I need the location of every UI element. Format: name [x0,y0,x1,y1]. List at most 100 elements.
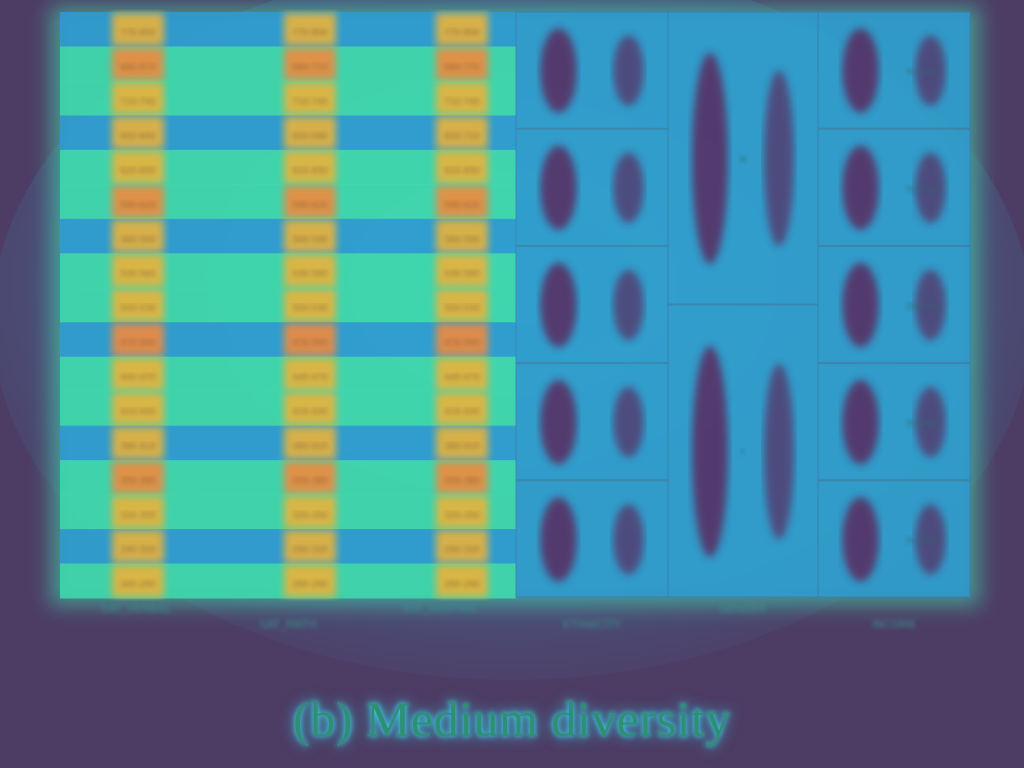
cell-value: 410-440 [444,408,480,418]
cell-value: 650-710 [444,132,480,142]
category-value: Bucket [907,68,938,78]
heatmap-hot-band [112,150,164,184]
cell-value: 260-290 [292,580,328,590]
cell-value: 770-800 [444,28,480,38]
heatmap-hot-band [284,116,336,149]
category-cell [817,363,971,481]
heatmap-hot-band [436,47,488,80]
heatmap-hot-band [112,392,164,425]
cell-value: 440-470 [444,373,480,383]
category-blotch [842,262,879,348]
heatmap-hot-band [284,461,336,494]
heatmap-hot-band [112,495,164,529]
axis-label-income: INCOME [872,618,916,631]
axis-label-sat_math: SAT_MATH [259,618,316,631]
cell-value: 530-560 [120,270,156,280]
heatmap-hot-band [436,150,488,184]
category-blotch [915,35,946,106]
heatmap-cells [60,11,971,599]
cell-value: 500-530 [292,304,328,314]
heatmap-hot-band [436,426,488,460]
cell-value: 530-560 [444,270,480,280]
cell-value: 350-380 [120,477,156,487]
heatmap-hot-band [112,530,164,563]
cell-value: 560-590 [444,235,480,245]
cell-value: 710-740 [292,97,328,107]
heatmap-hot-band [112,185,164,218]
cell-value: 710-740 [444,97,480,107]
category-blotch [915,152,946,223]
heatmap-hot-band [112,47,164,80]
heatmap-hot-band [112,288,164,322]
cell-value: 290-320 [120,545,156,555]
cell-value: 650-680 [292,132,328,142]
cell-value: 260-290 [120,580,156,590]
heatmap-hot-band [436,530,488,563]
category-cell [515,363,669,481]
category-blotch [842,497,879,582]
cell-value: 500-530 [120,304,156,314]
cell-value: 680-670 [120,63,156,73]
category-value: Bucket [907,536,938,546]
axis-label-sat_verbal: SAT_VERBAL [101,602,171,615]
heatmap-hot-band [284,288,336,322]
heatmap-hot-band [436,564,488,597]
cell-value: 260-290 [444,580,480,590]
category-blotch [915,504,946,575]
category-cell [817,128,971,246]
category-cell [515,128,669,246]
category-value: Bucket [907,419,938,429]
heatmap-hot-band [112,254,164,287]
axis-label-sat_writing: SAT_WRITING [403,602,478,615]
cell-value: 320-350 [444,511,480,521]
cell-value: 590-620 [292,201,328,211]
heatmap-hot-band [112,219,164,253]
heatmap-hot-band [284,254,336,287]
category-blotch [915,269,946,341]
heatmap-hot-band [112,81,164,115]
cell-value: 770-800 [292,28,328,38]
cell-value: 440-470 [120,373,156,383]
column-sat_writing [364,12,516,599]
category-blotch [540,145,577,230]
heatmap-hot-band [284,323,336,356]
category-blotch [613,152,644,223]
cell-value: 320-350 [120,511,156,521]
heatmap-hot-band [112,357,164,391]
column-labels: SAT_VERBAL SAT_MATH SAT_WRITING ETHNICITY GE… [101,602,916,631]
cell-value: 620-650 [444,166,480,176]
cell-value: 350-380 [444,477,480,487]
category-value: Bucket [907,185,938,195]
category-cell [817,480,971,598]
column-income [817,11,971,598]
category-blotch [540,28,577,113]
category-cell [817,11,971,129]
heatmap-hot-band [284,150,336,184]
axis-label-ethnicity: ETHNICITY [563,618,621,631]
heatmap-hot-band [436,185,488,218]
heatmap-hot-band [112,461,164,494]
column-gender [667,11,819,598]
column-sat_math [212,12,364,599]
cell-value: 410-440 [120,408,156,418]
heatmap-hot-band [112,13,164,46]
heatmap-hot-band [284,426,336,460]
heatmap-hot-band [284,357,336,391]
category-cell [515,480,669,598]
heatmap-hot-band [284,219,336,253]
cell-value: 410-440 [292,408,328,418]
category-blotch [764,70,794,247]
heatmap-hot-band [112,323,164,356]
cell-value: 380-410 [120,442,156,452]
axis-label-gender: GENDER [720,602,767,615]
heatmap-hot-band [284,81,336,115]
category-cell [817,245,971,364]
heatmap-hot-band [436,116,488,149]
column-sat_verbal [60,12,212,599]
cell-value: 680-770 [444,63,480,73]
category-blotch [915,387,946,458]
cell-value: 530-560 [292,270,328,280]
category-blotch [613,269,644,341]
heatmap-hot-band [436,219,488,253]
cell-labels: 770-800 680-670 710-740 650-680 620-650 590-6… [120,28,938,590]
